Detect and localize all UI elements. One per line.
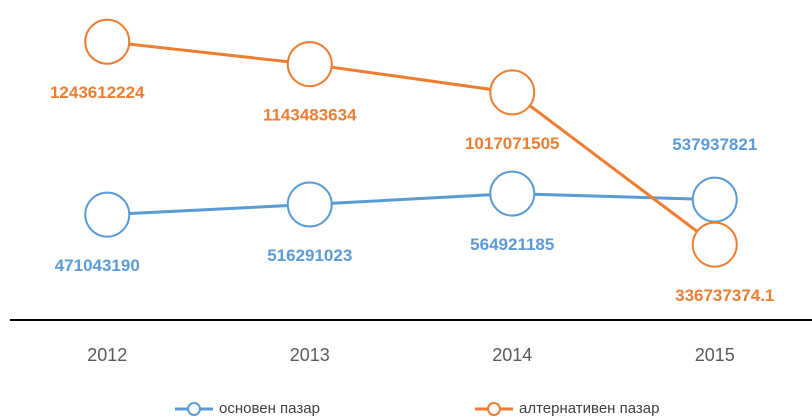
marker: [286, 181, 333, 228]
data-label: 537937821: [672, 135, 757, 154]
series-line: [107, 40, 716, 246]
data-label: 516291023: [267, 246, 352, 265]
marker: [489, 69, 536, 116]
marker: [286, 41, 333, 88]
legend-marker: [187, 402, 201, 416]
data-label: 1243612224: [50, 83, 145, 102]
marker: [489, 170, 536, 217]
data-label: 564921185: [470, 235, 554, 254]
data-label: 1017071505: [465, 134, 560, 153]
marker: [84, 18, 131, 65]
legend-label: алтернативен пазар: [519, 400, 659, 417]
legend-marker: [487, 402, 501, 416]
data-label: 336737374.1: [675, 286, 774, 305]
legend-label: основен пазар: [219, 400, 320, 417]
data-label: 471043190: [55, 256, 140, 275]
series-line: [107, 192, 715, 217]
x-tick-label: 2012: [87, 345, 127, 365]
data-label: 1143483634: [263, 106, 357, 125]
marker: [691, 221, 738, 268]
marker: [691, 176, 738, 223]
x-tick-label: 2015: [695, 345, 735, 365]
marker: [84, 191, 131, 238]
x-tick-label: 2014: [492, 345, 532, 365]
x-tick-label: 2013: [290, 345, 330, 365]
